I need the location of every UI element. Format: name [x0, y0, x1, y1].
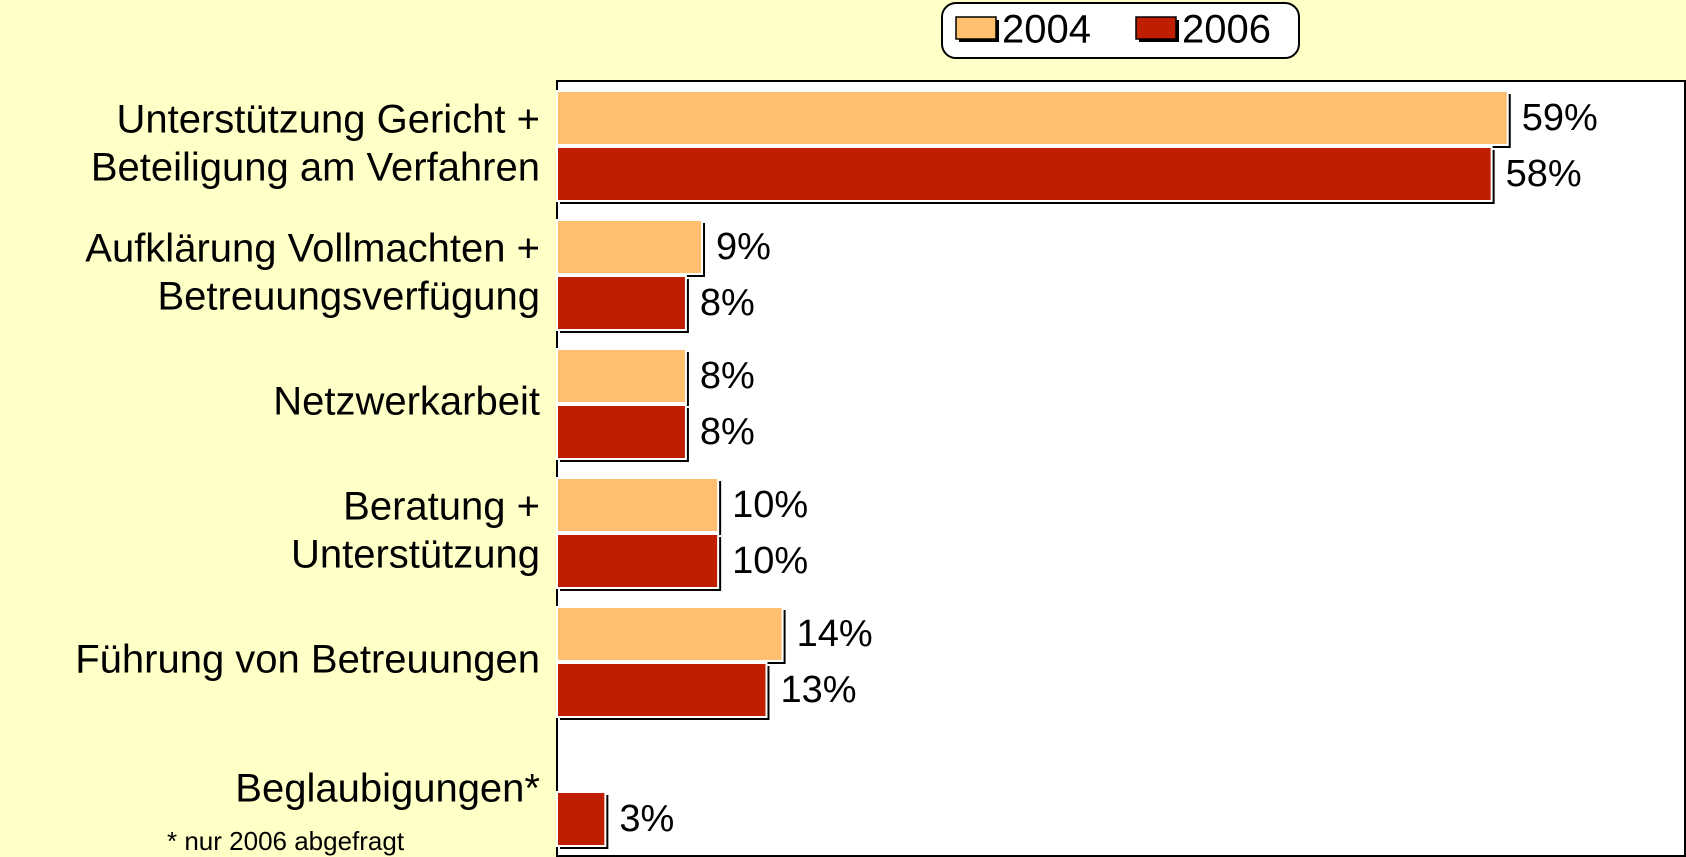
category-label: Beglaubigungen* [235, 767, 540, 811]
bar [556, 662, 768, 718]
legend-swatch [1135, 16, 1177, 40]
bar [556, 219, 704, 275]
value-label: 8% [700, 411, 755, 453]
category-label: Unterstützung Gericht + [116, 98, 540, 142]
legend-swatch [955, 16, 997, 40]
category-label: Beteiligung am Verfahren [91, 146, 540, 190]
value-label: 10% [732, 540, 808, 582]
category-label: Betreuungsverfügung [158, 275, 541, 319]
value-label: 8% [700, 282, 755, 324]
plot-area [556, 80, 1686, 857]
value-label: 13% [780, 669, 856, 711]
value-label: 3% [619, 798, 674, 840]
bar [556, 606, 784, 662]
bar [556, 533, 720, 589]
category-label: Unterstützung [291, 533, 540, 577]
category-label: Aufklärung Vollmachten + [85, 227, 540, 271]
value-label: 58% [1506, 153, 1582, 195]
value-label: 10% [732, 484, 808, 526]
bar [556, 477, 720, 533]
legend-label: 2004 [1002, 8, 1091, 52]
value-label: 9% [716, 226, 771, 268]
value-label: 8% [700, 355, 755, 397]
bar [556, 791, 607, 847]
footnote: * nur 2006 abgefragt [167, 826, 405, 856]
legend-label: 2006 [1182, 8, 1271, 52]
bar [556, 90, 1509, 146]
bar [556, 404, 687, 460]
bar [556, 275, 687, 331]
bar [556, 146, 1493, 202]
value-label: 59% [1522, 97, 1598, 139]
bar [556, 348, 687, 404]
value-label: 14% [797, 613, 873, 655]
category-label: Netzwerkarbeit [273, 380, 540, 424]
category-label: Führung von Betreuungen [75, 638, 540, 682]
category-label: Beratung + [343, 485, 540, 529]
legend-box [941, 2, 1300, 59]
